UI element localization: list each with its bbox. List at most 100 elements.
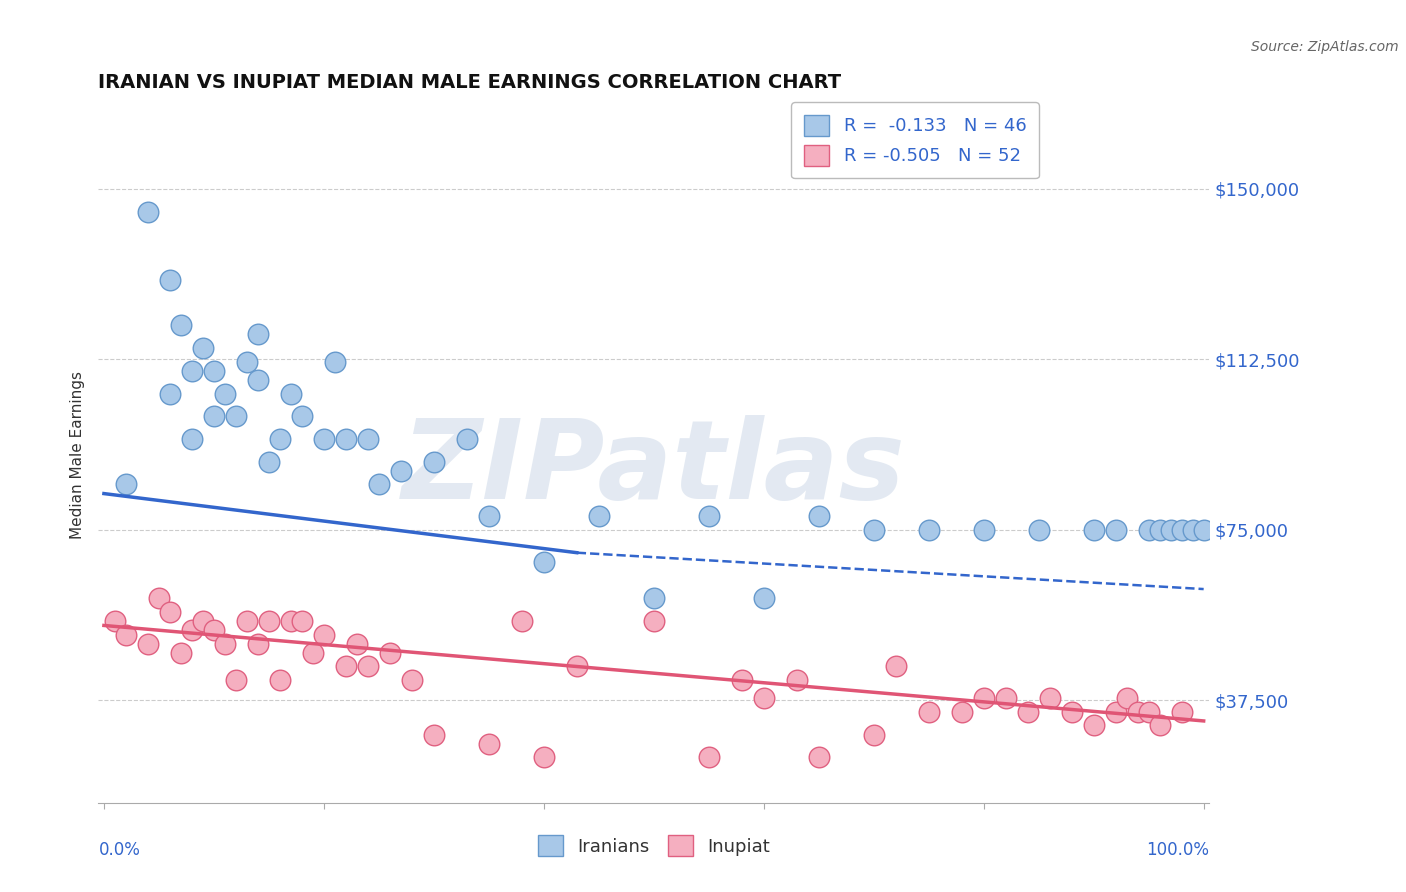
- Point: [335, 432, 357, 446]
- Point: [884, 659, 907, 673]
- Point: [291, 614, 314, 628]
- Point: [257, 455, 280, 469]
- Point: [1137, 705, 1160, 719]
- Point: [104, 614, 127, 628]
- Point: [456, 432, 478, 446]
- Point: [367, 477, 389, 491]
- Point: [994, 691, 1017, 706]
- Point: [159, 273, 181, 287]
- Point: [269, 432, 291, 446]
- Text: IRANIAN VS INUPIAT MEDIAN MALE EARNINGS CORRELATION CHART: IRANIAN VS INUPIAT MEDIAN MALE EARNINGS …: [98, 72, 842, 92]
- Point: [1028, 523, 1050, 537]
- Point: [180, 623, 202, 637]
- Point: [950, 705, 973, 719]
- Point: [973, 523, 995, 537]
- Point: [1105, 705, 1128, 719]
- Point: [1170, 705, 1192, 719]
- Point: [1181, 523, 1204, 537]
- Point: [786, 673, 808, 687]
- Point: [697, 750, 720, 764]
- Point: [643, 591, 665, 606]
- Legend: Iranians, Inupiat: Iranians, Inupiat: [530, 828, 778, 863]
- Point: [752, 591, 775, 606]
- Point: [510, 614, 533, 628]
- Point: [478, 509, 501, 524]
- Text: ZIPatlas: ZIPatlas: [402, 416, 905, 523]
- Point: [1149, 718, 1171, 732]
- Point: [159, 386, 181, 401]
- Point: [1126, 705, 1149, 719]
- Y-axis label: Median Male Earnings: Median Male Earnings: [70, 371, 86, 539]
- Point: [202, 364, 225, 378]
- Point: [236, 614, 259, 628]
- Text: Source: ZipAtlas.com: Source: ZipAtlas.com: [1251, 40, 1399, 54]
- Point: [180, 364, 202, 378]
- Point: [246, 327, 269, 342]
- Point: [225, 673, 247, 687]
- Point: [862, 728, 884, 742]
- Point: [1017, 705, 1039, 719]
- Point: [335, 659, 357, 673]
- Point: [148, 591, 170, 606]
- Point: [280, 386, 302, 401]
- Point: [731, 673, 754, 687]
- Point: [1192, 523, 1215, 537]
- Point: [1181, 818, 1204, 832]
- Point: [225, 409, 247, 424]
- Point: [588, 509, 610, 524]
- Point: [291, 409, 314, 424]
- Point: [346, 637, 368, 651]
- Point: [807, 509, 830, 524]
- Point: [697, 509, 720, 524]
- Point: [180, 432, 202, 446]
- Point: [170, 318, 193, 333]
- Point: [214, 386, 236, 401]
- Point: [170, 646, 193, 660]
- Point: [191, 341, 214, 355]
- Point: [1149, 523, 1171, 537]
- Point: [1083, 523, 1105, 537]
- Point: [357, 432, 380, 446]
- Point: [378, 646, 401, 660]
- Point: [202, 623, 225, 637]
- Point: [1115, 691, 1137, 706]
- Point: [269, 673, 291, 687]
- Point: [191, 614, 214, 628]
- Point: [1039, 691, 1062, 706]
- Point: [115, 477, 138, 491]
- Point: [1137, 523, 1160, 537]
- Point: [533, 555, 555, 569]
- Point: [115, 627, 138, 641]
- Point: [236, 354, 259, 368]
- Point: [807, 750, 830, 764]
- Point: [136, 637, 159, 651]
- Point: [257, 614, 280, 628]
- Point: [423, 728, 446, 742]
- Point: [973, 691, 995, 706]
- Point: [357, 659, 380, 673]
- Point: [312, 627, 335, 641]
- Point: [752, 691, 775, 706]
- Point: [159, 605, 181, 619]
- Point: [918, 705, 941, 719]
- Point: [280, 614, 302, 628]
- Text: 0.0%: 0.0%: [98, 841, 141, 859]
- Point: [1083, 718, 1105, 732]
- Point: [478, 737, 501, 751]
- Point: [1170, 523, 1192, 537]
- Point: [214, 637, 236, 651]
- Point: [202, 409, 225, 424]
- Point: [1060, 705, 1083, 719]
- Point: [312, 432, 335, 446]
- Point: [565, 659, 588, 673]
- Point: [323, 354, 346, 368]
- Point: [533, 750, 555, 764]
- Point: [302, 646, 325, 660]
- Point: [389, 464, 412, 478]
- Point: [136, 204, 159, 219]
- Point: [1160, 523, 1182, 537]
- Point: [643, 614, 665, 628]
- Point: [1105, 523, 1128, 537]
- Point: [246, 637, 269, 651]
- Point: [862, 523, 884, 537]
